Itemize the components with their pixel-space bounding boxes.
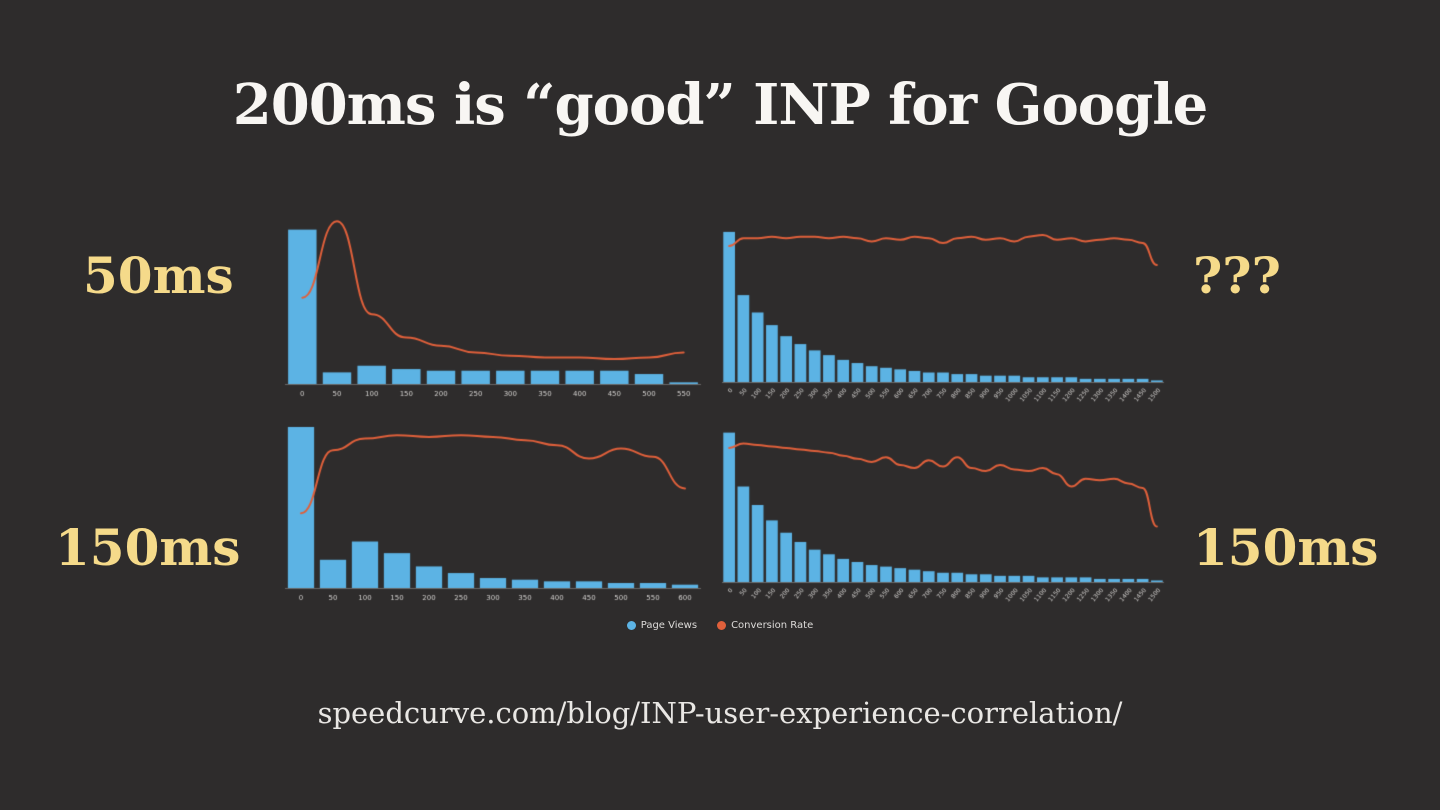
legend-item-page-views: Page Views <box>626 620 698 631</box>
annotation-bottom-left-150ms: 150ms <box>55 518 241 577</box>
annotation-top-left-50ms: 50ms <box>83 246 234 305</box>
legend-label-conversion-rate: Conversion Rate <box>731 620 814 631</box>
chart-bottom-right-150ms <box>720 424 1168 610</box>
chart-canvas-150ms-left <box>283 418 705 604</box>
annotation-bottom-right-150ms: 150ms <box>1193 518 1379 577</box>
chart-canvas-unknown <box>720 220 1168 406</box>
slide-title: 200ms is “good” INP for Google <box>232 72 1208 138</box>
chart-top-left-50ms <box>283 214 705 404</box>
chart-top-right-unknown <box>720 220 1168 410</box>
legend-label-page-views: Page Views <box>640 620 698 631</box>
chart-canvas-150ms-right <box>720 424 1168 606</box>
legend-item-conversion-rate: Conversion Rate <box>717 620 813 631</box>
chart-legend: Page Views Conversion Rate <box>0 620 1440 631</box>
chart-bottom-left-150ms <box>283 418 705 608</box>
legend-dot-conversion-rate-icon <box>717 621 727 630</box>
footer-url: speedcurve.com/blog/INP-user-experience-… <box>317 696 1123 730</box>
chart-canvas-50ms <box>283 214 705 400</box>
annotation-top-right-unknown: ??? <box>1193 246 1281 305</box>
legend-dot-page-views-icon <box>626 621 636 630</box>
